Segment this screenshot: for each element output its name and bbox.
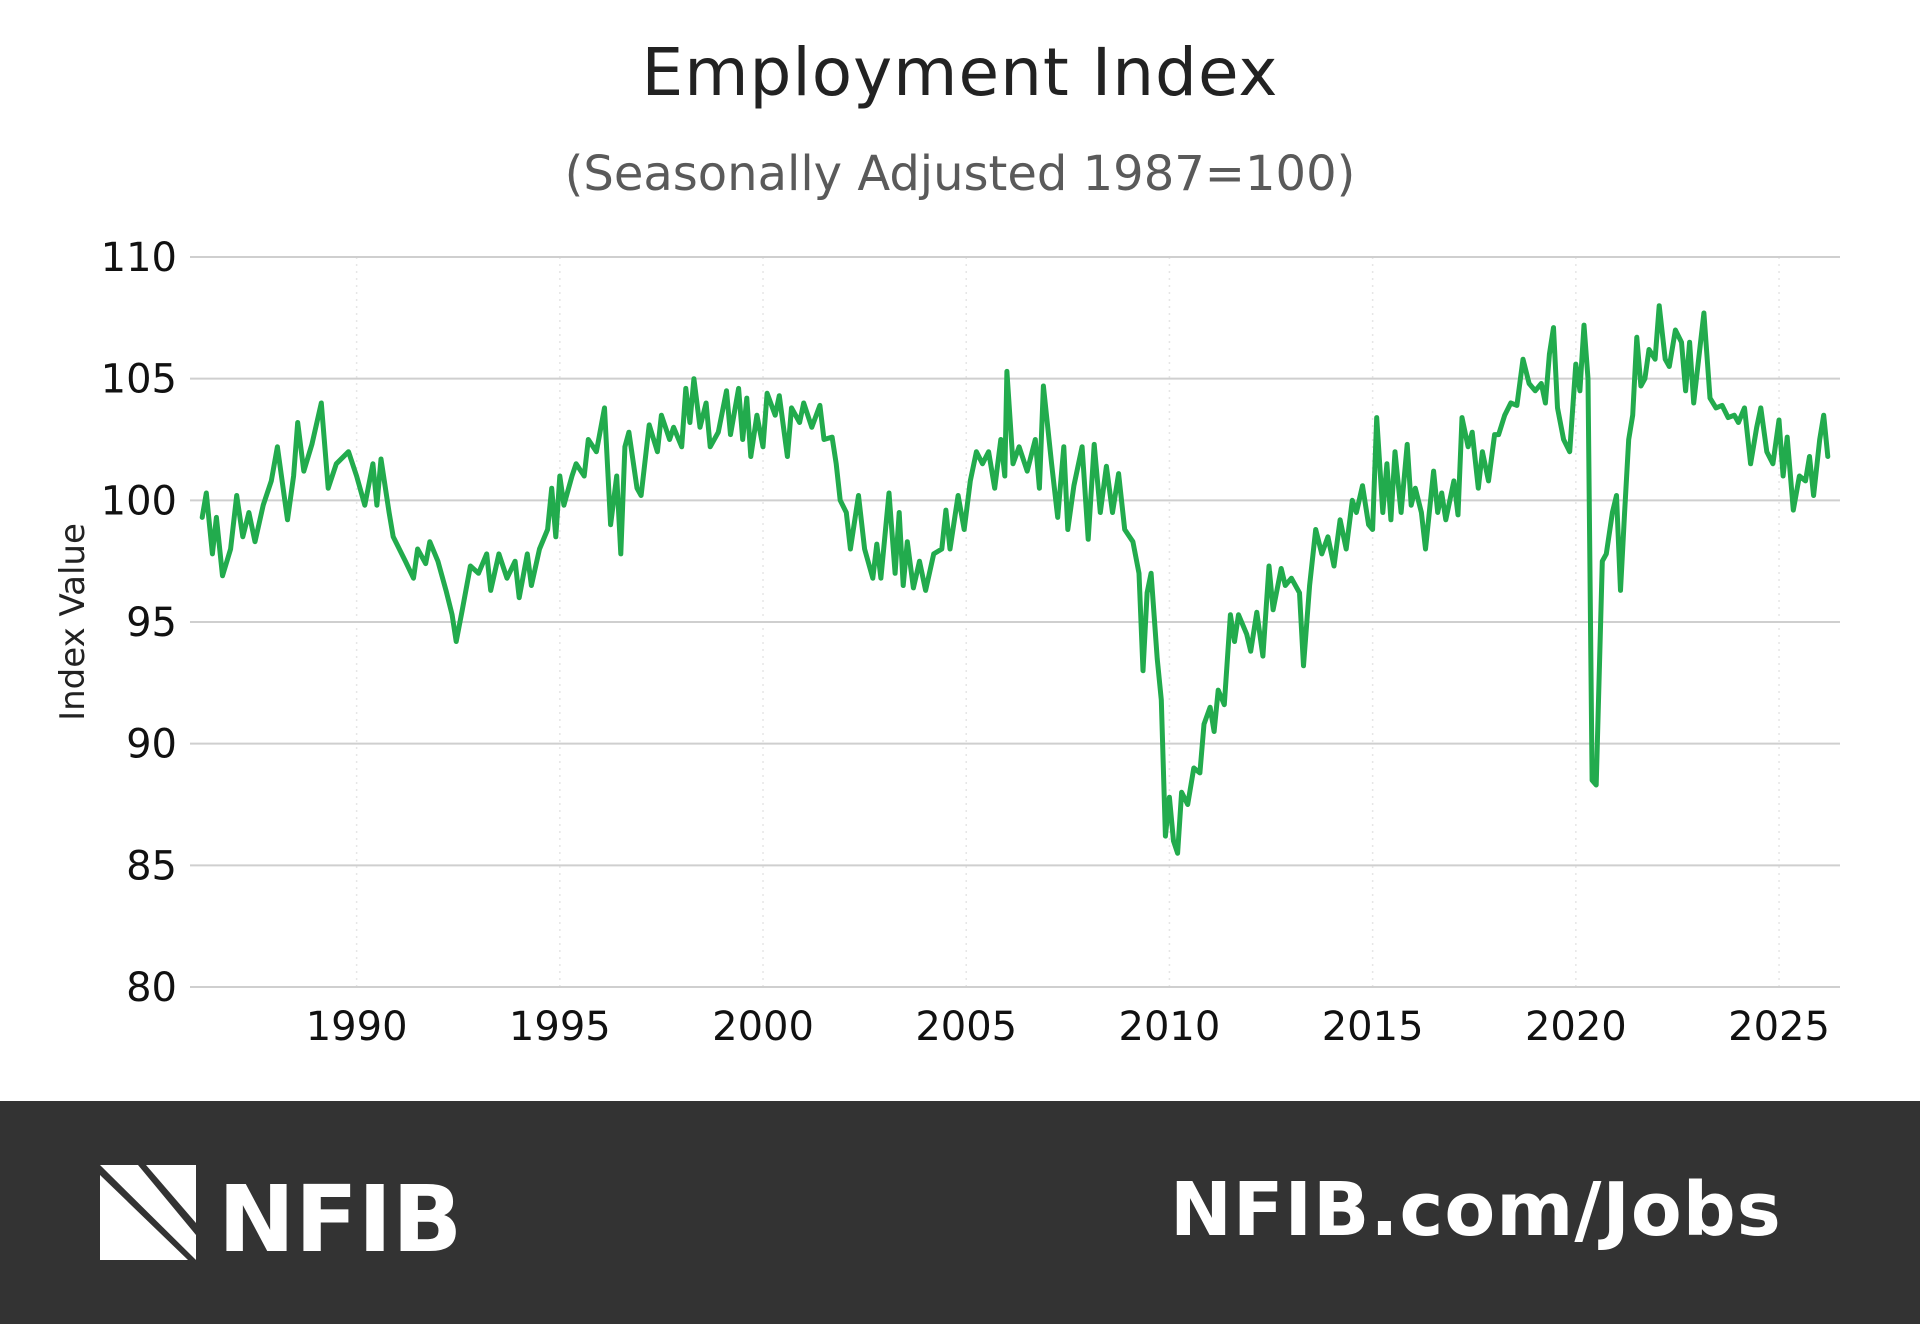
y-tick-label: 80 — [126, 965, 177, 1011]
x-tick-label: 2010 — [1119, 1004, 1221, 1050]
footer-url-link[interactable]: NFIB.com/Jobs — [1170, 1167, 1782, 1253]
y-tick-label: 95 — [126, 600, 177, 646]
y-tick-label: 105 — [101, 357, 177, 403]
chart-title: Employment Index — [641, 34, 1279, 111]
nfib-logo-wordmark: NFIB — [218, 1166, 460, 1265]
y-tick-label: 110 — [101, 235, 177, 281]
x-tick-label: 2020 — [1525, 1004, 1627, 1050]
x-tick-label: 2005 — [915, 1004, 1017, 1050]
footer-bar: NFIB NFIB.com/Jobs — [0, 1101, 1920, 1324]
x-tick-label: 2000 — [712, 1004, 814, 1050]
nfib-logo-mark-icon — [100, 1165, 196, 1260]
nfib-logo: NFIB — [100, 1165, 460, 1265]
horizontal-gridlines — [190, 256, 1840, 988]
x-tick-labels: 1990 1995 2000 2005 2010 2015 2020 2025 — [306, 1004, 1830, 1050]
x-tick-label: 1990 — [306, 1004, 408, 1050]
y-tick-label: 90 — [126, 722, 177, 768]
x-tick-label: 2015 — [1322, 1004, 1424, 1050]
y-tick-label: 100 — [101, 478, 177, 524]
y-tick-label: 85 — [126, 843, 177, 889]
y-tick-labels: 80 85 90 95 100 105 110 — [101, 235, 177, 1011]
x-tick-label: 1995 — [509, 1004, 611, 1050]
chart-subtitle: (Seasonally Adjusted 1987=100) — [564, 146, 1356, 202]
series-line-employment-index — [199, 303, 1831, 856]
y-axis-label: Index Value — [53, 523, 93, 721]
employment-index-chart: 80 85 90 95 100 105 110 1990 1995 2000 2005 2010 20… — [53, 235, 1840, 1050]
x-tick-label: 2025 — [1728, 1004, 1830, 1050]
